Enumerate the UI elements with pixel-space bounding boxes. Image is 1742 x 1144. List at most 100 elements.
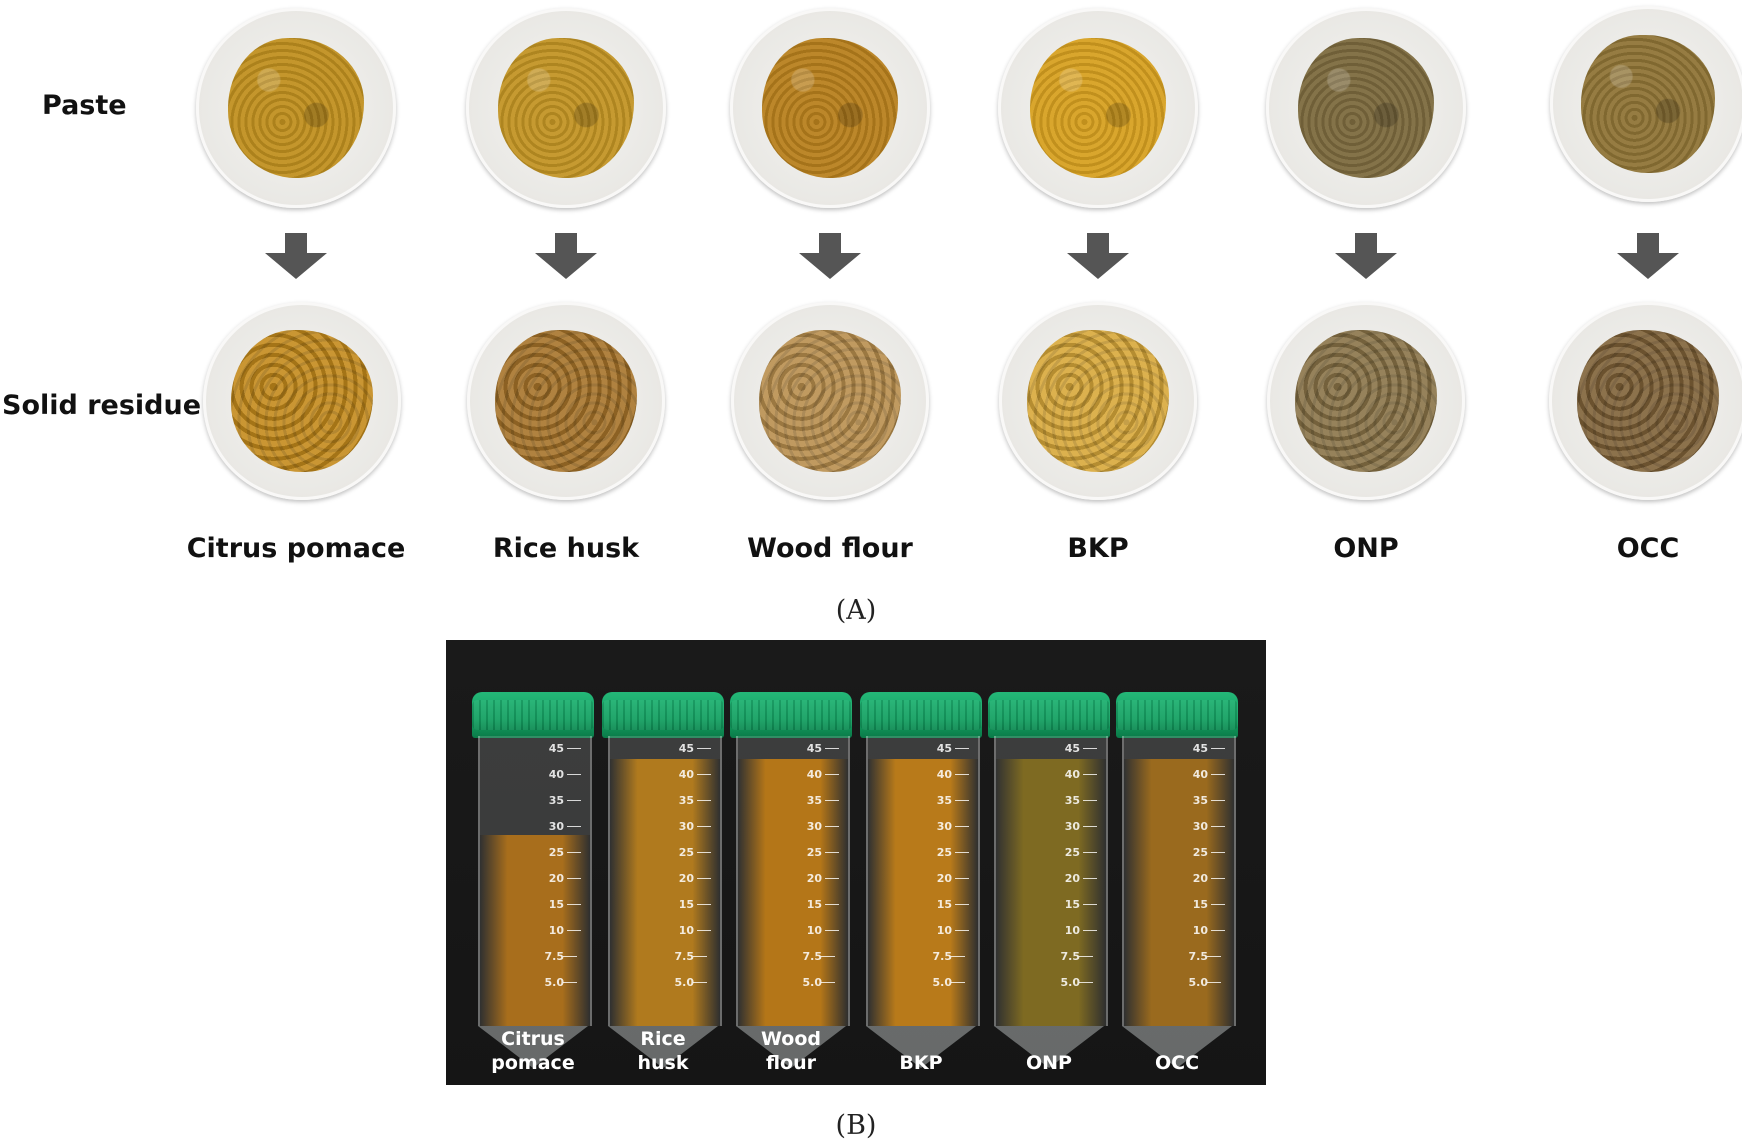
cap-rib xyxy=(860,700,982,730)
graduation-mark: 30 xyxy=(1192,820,1226,833)
tube-label-line1: Citrus xyxy=(501,1028,565,1050)
graduation-mark: 20 xyxy=(1064,872,1098,885)
residue-sample xyxy=(1294,329,1438,473)
tube-body: 45 40 35 30 25 20 15 10 7.5 5.0 xyxy=(736,736,850,1026)
residue-dish xyxy=(1549,302,1742,500)
tube-body: 45 40 35 30 25 20 15 10 7.5 5.0 xyxy=(1122,736,1236,1026)
centrifuge-tube: 45 40 35 30 25 20 15 10 7.5 5.0 BKP xyxy=(860,692,982,1074)
graduation-mark: 40 xyxy=(1064,768,1098,781)
graduation-mark: 10 xyxy=(1064,924,1098,937)
graduation-mark: 10 xyxy=(936,924,970,937)
tube-contents xyxy=(738,759,848,1026)
graduation-mark: 40 xyxy=(678,768,712,781)
residue-dish xyxy=(467,302,665,500)
tube-label-line2: flour xyxy=(765,1052,817,1074)
tube-cone xyxy=(478,1026,588,1068)
row-label-paste: Paste xyxy=(42,90,127,121)
tube-label-line2: OCC xyxy=(1154,1052,1200,1074)
graduation-mark: 30 xyxy=(806,820,840,833)
paste-dish xyxy=(1550,6,1742,202)
graduation-mark: 5.0 xyxy=(932,976,964,989)
caption-a: (A) xyxy=(835,595,877,626)
paste-sample xyxy=(762,38,898,178)
graduation-mark: 7.5 xyxy=(1060,950,1092,963)
graduation-mark: 35 xyxy=(678,794,712,807)
graduation-mark: 25 xyxy=(1192,846,1226,859)
tube-label-line1: Rice xyxy=(640,1028,686,1050)
graduation-mark: 35 xyxy=(806,794,840,807)
graduation-mark: 45 xyxy=(548,742,582,755)
graduation-mark: 20 xyxy=(936,872,970,885)
cap-rib xyxy=(472,700,594,730)
paste-sample xyxy=(1030,38,1166,178)
residue-dish xyxy=(1267,302,1465,500)
graduation-mark: 25 xyxy=(548,846,582,859)
graduation-mark: 7.5 xyxy=(802,950,834,963)
tube-cone xyxy=(994,1026,1104,1068)
graduation-mark: 20 xyxy=(806,872,840,885)
centrifuge-tube: 45 40 35 30 25 20 15 10 7.5 5.0 Citrus pomace xyxy=(472,692,594,1074)
centrifuge-tube: 45 40 35 30 25 20 15 10 7.5 5.0 Wood flour xyxy=(730,692,852,1074)
graduation-mark: 15 xyxy=(548,898,582,911)
tube-contents xyxy=(868,759,978,1026)
graduation-mark: 30 xyxy=(936,820,970,833)
graduation-mark: 25 xyxy=(678,846,712,859)
tube-photo: 45 40 35 30 25 20 15 10 7.5 5.0 Citrus pomace 45 40 35… xyxy=(446,640,1266,1085)
tube-label-line2: ONP xyxy=(1026,1052,1072,1074)
graduation-mark: 15 xyxy=(1192,898,1226,911)
graduation-mark: 5.0 xyxy=(1060,976,1092,989)
graduation-mark: 35 xyxy=(1064,794,1098,807)
graduation-mark: 15 xyxy=(806,898,840,911)
down-arrow-icon xyxy=(799,233,861,279)
tube-cone xyxy=(608,1026,718,1068)
paste-sample xyxy=(1581,35,1715,173)
down-arrow-icon xyxy=(1617,233,1679,279)
tube-label-line1: Wood xyxy=(761,1028,821,1050)
cap-rib xyxy=(1116,700,1238,730)
residue-sample xyxy=(494,329,638,473)
row-label-solid-residue: Solid residue xyxy=(2,390,202,421)
down-arrow-icon xyxy=(1067,233,1129,279)
graduation-mark: 35 xyxy=(1192,794,1226,807)
down-arrow-icon xyxy=(1335,233,1397,279)
graduation-mark: 5.0 xyxy=(674,976,706,989)
residue-sample xyxy=(1576,329,1720,473)
down-arrow-icon xyxy=(265,233,327,279)
graduation-mark: 5.0 xyxy=(544,976,576,989)
graduation-mark: 7.5 xyxy=(674,950,706,963)
graduation-mark: 30 xyxy=(548,820,582,833)
graduation-mark: 45 xyxy=(678,742,712,755)
graduation-mark: 10 xyxy=(1192,924,1226,937)
graduation-mark: 20 xyxy=(678,872,712,885)
cap-rib xyxy=(602,700,724,730)
tube-cap xyxy=(1116,692,1238,738)
tube-cap xyxy=(988,692,1110,738)
graduation-mark: 45 xyxy=(1192,742,1226,755)
paste-dish xyxy=(1266,8,1466,208)
paste-sample xyxy=(228,38,364,178)
paste-dish xyxy=(730,8,930,208)
graduation-mark: 35 xyxy=(548,794,582,807)
tube-body: 45 40 35 30 25 20 15 10 7.5 5.0 xyxy=(994,736,1108,1026)
graduation-mark: 45 xyxy=(806,742,840,755)
graduation-mark: 30 xyxy=(1064,820,1098,833)
graduation-mark: 15 xyxy=(678,898,712,911)
tube-cap xyxy=(472,692,594,738)
graduation-mark: 25 xyxy=(936,846,970,859)
tube-cone xyxy=(736,1026,846,1068)
graduation-mark: 10 xyxy=(678,924,712,937)
graduation-mark: 40 xyxy=(936,768,970,781)
tube-label-line2: pomace xyxy=(491,1052,575,1074)
sample-label: Wood flour xyxy=(747,533,913,564)
residue-sample xyxy=(758,329,902,473)
tube-cone xyxy=(1122,1026,1232,1068)
graduation-mark: 20 xyxy=(548,872,582,885)
tube-label-line2: husk xyxy=(637,1052,689,1074)
centrifuge-tube: 45 40 35 30 25 20 15 10 7.5 5.0 Rice husk xyxy=(602,692,724,1074)
graduation-mark: 10 xyxy=(548,924,582,937)
cap-rib xyxy=(730,700,852,730)
residue-sample xyxy=(230,329,374,473)
graduation-mark: 15 xyxy=(1064,898,1098,911)
graduation-mark: 25 xyxy=(1064,846,1098,859)
tube-body: 45 40 35 30 25 20 15 10 7.5 5.0 xyxy=(608,736,722,1026)
